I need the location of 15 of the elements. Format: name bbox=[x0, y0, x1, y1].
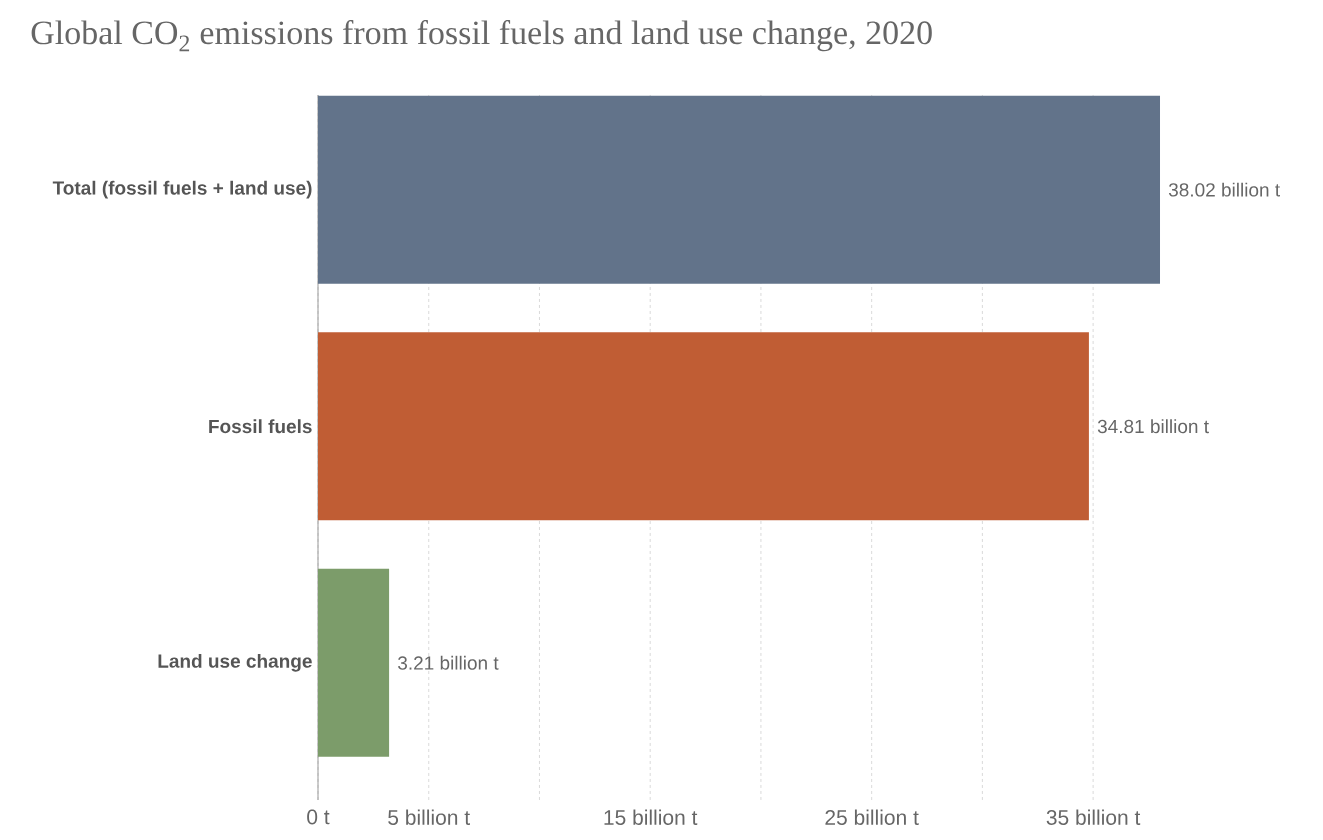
x-tick-label: 25 billion t bbox=[825, 809, 919, 825]
bar bbox=[318, 332, 1089, 521]
x-tick-label: 35 billion t bbox=[1046, 809, 1141, 825]
y-tick-label: Land use change bbox=[158, 653, 312, 672]
data-label: 3.21 billion t bbox=[398, 655, 499, 670]
bar bbox=[318, 568, 390, 757]
data-label: 38.02 billion t bbox=[1168, 182, 1280, 197]
x-tick-label: 0 t bbox=[307, 809, 330, 825]
data-label: 34.81 billion t bbox=[1097, 419, 1209, 434]
bar bbox=[318, 95, 1160, 284]
y-tick-label: Fossil fuels bbox=[209, 419, 312, 434]
chart-title: Global CO$_{2}$ emissions from fossil fuels and land use change, 2020 bbox=[31, 20, 932, 52]
x-tick-label: 15 billion t bbox=[604, 809, 698, 825]
x-tick-label: 5 billion t bbox=[388, 809, 470, 825]
y-tick-label: Total (fossil fuels + land use) bbox=[52, 180, 312, 199]
